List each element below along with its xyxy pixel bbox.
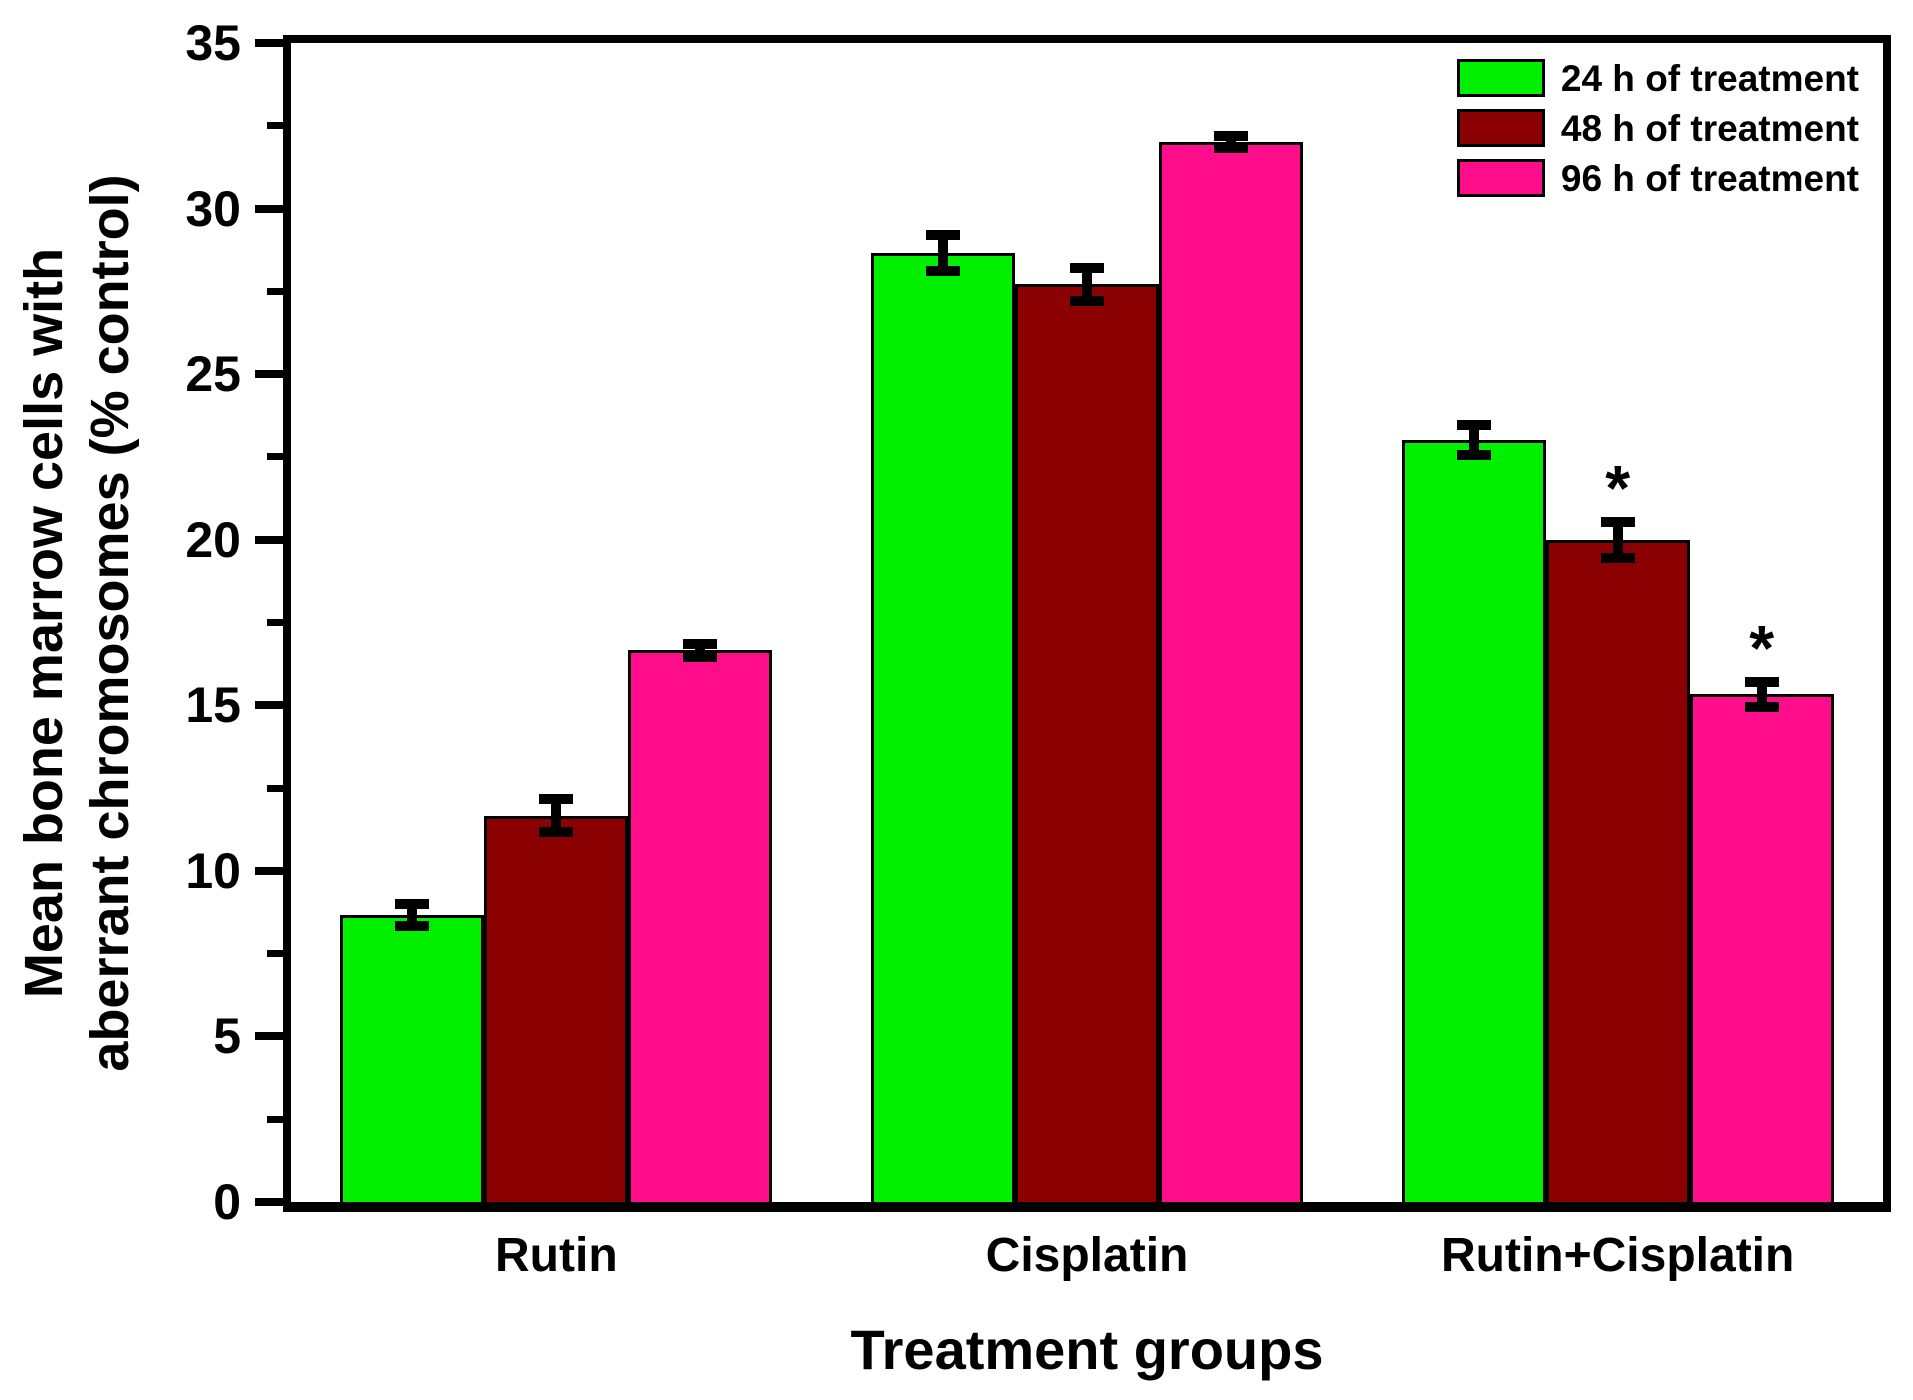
significance-marker-rutin-cisplatin-96h: * bbox=[1749, 611, 1775, 684]
significance-marker-rutin-cisplatin-48h: * bbox=[1605, 451, 1631, 524]
error-cap-top-rutin-cisplatin-48h bbox=[1600, 516, 1635, 527]
error-bar-rutin-24h bbox=[407, 904, 418, 927]
y-tick-minor-32.5 bbox=[267, 122, 283, 130]
y-tick-label-10: 10 bbox=[185, 842, 241, 899]
y-tick-label-5: 5 bbox=[213, 1008, 241, 1065]
bar-rutin-cisplatin-24h bbox=[1401, 440, 1546, 1202]
bar-cisplatin-96h bbox=[1159, 142, 1303, 1202]
error-cap-top-rutin-cisplatin-96h bbox=[1744, 676, 1779, 687]
legend-item-96h: 96 h of treatment bbox=[1456, 157, 1859, 199]
legend: 24 h of treatment 48 h of treatment 96 h o… bbox=[1456, 57, 1859, 209]
y-tick-major-35 bbox=[255, 39, 283, 47]
y-tick-label-35: 35 bbox=[185, 15, 241, 71]
error-cap-top-rutin-cisplatin-24h bbox=[1456, 420, 1491, 431]
bar-rutin-96h bbox=[628, 650, 773, 1202]
error-cap-top-cisplatin-24h bbox=[926, 229, 960, 240]
y-tick-minor-2.5 bbox=[267, 1115, 283, 1123]
error-cap-bottom-rutin-96h bbox=[683, 651, 718, 662]
error-bar-cisplatin-96h bbox=[1226, 136, 1236, 149]
error-cap-top-cisplatin-48h bbox=[1070, 262, 1104, 273]
error-cap-bottom-rutin-cisplatin-24h bbox=[1456, 450, 1491, 461]
error-bar-cisplatin-24h bbox=[938, 234, 948, 272]
legend-label-48h: 48 h of treatment bbox=[1560, 107, 1859, 149]
error-bar-rutin-cisplatin-24h bbox=[1468, 425, 1479, 456]
y-axis-title: Mean bone marrow cells with aberrant chr… bbox=[12, 23, 144, 1223]
error-bar-rutin-cisplatin-48h bbox=[1612, 521, 1623, 558]
y-tick-label-0: 0 bbox=[213, 1174, 241, 1230]
y-tick-major-10 bbox=[255, 866, 283, 875]
legend-swatch-96h bbox=[1456, 159, 1545, 197]
error-cap-bottom-rutin-48h bbox=[539, 827, 574, 838]
y-tick-major-30 bbox=[255, 204, 283, 213]
error-bar-rutin-96h bbox=[695, 643, 706, 657]
legend-swatch-24h bbox=[1456, 59, 1545, 97]
bar-cisplatin-48h bbox=[1015, 284, 1159, 1202]
y-tick-label-20: 20 bbox=[185, 511, 241, 568]
legend-label-24h: 24 h of treatment bbox=[1560, 57, 1859, 99]
error-cap-bottom-rutin-cisplatin-48h bbox=[1600, 552, 1635, 563]
legend-swatch-48h bbox=[1456, 109, 1545, 147]
y-tick-major-25 bbox=[255, 370, 283, 379]
x-category-label-cisplatin: Cisplatin bbox=[985, 1229, 1189, 1282]
y-tick-major-5 bbox=[255, 1032, 283, 1041]
y-tick-label-25: 25 bbox=[185, 346, 241, 403]
x-axis-title: Treatment groups bbox=[850, 1318, 1324, 1381]
bar-cisplatin-24h bbox=[871, 252, 1015, 1202]
y-tick-label-15: 15 bbox=[185, 677, 241, 734]
error-cap-bottom-cisplatin-96h bbox=[1214, 143, 1248, 154]
plot-area: 24 h of treatment 48 h of treatment 96 h o… bbox=[185, 18, 1891, 1227]
legend-item-24h: 24 h of treatment bbox=[1456, 57, 1859, 99]
y-tick-minor-17.5 bbox=[267, 619, 283, 626]
error-bar-cisplatin-48h bbox=[1082, 267, 1092, 301]
bar-rutin-24h bbox=[340, 915, 485, 1202]
bar-rutin-cisplatin-48h bbox=[1545, 539, 1690, 1202]
y-tick-major-0 bbox=[255, 1198, 283, 1206]
error-cap-bottom-rutin-24h bbox=[395, 921, 430, 932]
error-bar-rutin-48h bbox=[551, 799, 562, 833]
x-category-label-rutin-cisplatin: Rutin+Cisplatin bbox=[1440, 1229, 1795, 1282]
error-cap-bottom-rutin-cisplatin-96h bbox=[1744, 701, 1779, 712]
error-cap-top-rutin-24h bbox=[395, 899, 430, 910]
error-cap-bottom-cisplatin-24h bbox=[926, 266, 960, 277]
legend-label-96h: 96 h of treatment bbox=[1560, 157, 1859, 199]
y-tick-minor-7.5 bbox=[267, 950, 283, 958]
error-cap-bottom-cisplatin-48h bbox=[1070, 295, 1104, 306]
bar-rutin-48h bbox=[484, 815, 629, 1202]
x-axis-category-labels: Rutin Cisplatin Rutin+Cisplatin bbox=[291, 1232, 1883, 1292]
legend-item-48h: 48 h of treatment bbox=[1456, 107, 1859, 149]
y-tick-major-15 bbox=[255, 701, 283, 710]
error-cap-top-rutin-96h bbox=[683, 638, 718, 649]
y-tick-minor-12.5 bbox=[267, 784, 283, 792]
bar-rutin-cisplatin-96h bbox=[1689, 694, 1834, 1202]
error-cap-top-rutin-48h bbox=[539, 794, 574, 805]
error-cap-top-cisplatin-96h bbox=[1214, 131, 1248, 142]
error-bar-rutin-cisplatin-96h bbox=[1756, 681, 1767, 707]
y-tick-label-30: 30 bbox=[185, 180, 241, 237]
x-category-label-rutin: Rutin bbox=[495, 1229, 618, 1282]
y-tick-major-20 bbox=[255, 535, 283, 544]
y-tick-minor-22.5 bbox=[267, 453, 283, 461]
y-tick-minor-27.5 bbox=[267, 287, 283, 295]
y-axis-title-line1: Mean bone marrow cells with bbox=[14, 247, 75, 999]
y-axis-title-line2: aberrant chromosomes (% control) bbox=[80, 174, 140, 1072]
